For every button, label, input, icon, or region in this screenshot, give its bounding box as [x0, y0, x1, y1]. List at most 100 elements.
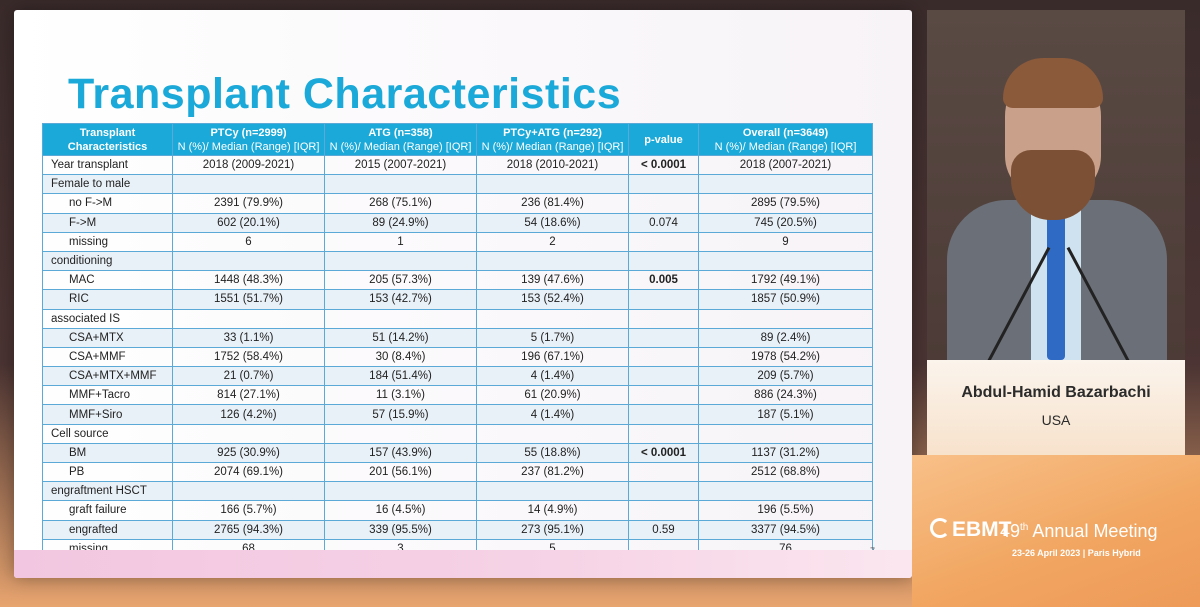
cell-overall: 187 (5.1%) — [698, 404, 873, 425]
cell-label: MMF+Tacro — [42, 385, 173, 406]
cell-label: Female to male — [42, 174, 173, 195]
cell-label: MAC — [42, 270, 173, 291]
cell-p — [628, 385, 699, 406]
table-row: RIC 1551 (51.7%) 153 (42.7%) 153 (52.4%) 185… — [42, 289, 873, 310]
cell-overall: 89 (2.4%) — [698, 327, 873, 348]
speaker-tie — [1047, 210, 1065, 360]
ebmt-logo: EBMT — [930, 518, 1012, 542]
cell-overall — [698, 423, 873, 444]
cell-overall: 2018 (2007-2021) — [698, 154, 873, 176]
speaker-name: Abdul-Hamid Bazarbachi — [961, 384, 1151, 401]
cell-p — [628, 461, 699, 483]
cell-overall: 2512 (68.8%) — [698, 461, 873, 483]
cell-ptcy-atg: 139 (47.6%) — [476, 270, 629, 291]
cell-label: PB — [42, 461, 173, 483]
cell-ptcy: 1551 (51.7%) — [172, 289, 325, 310]
cell-ptcy: 925 (30.9%) — [172, 442, 325, 464]
cell-ptcy: 1448 (48.3%) — [172, 270, 325, 291]
header-overall: Overall (n=3649) N (%)/ Median (Range) [… — [698, 123, 873, 156]
table-row: no F->M 2391 (79.9%) 268 (75.1%) 236 (81.4%… — [42, 193, 873, 214]
table-row: missing 6 1 2 9 — [42, 231, 873, 252]
header-ptcy: PTCy (n=2999) N (%)/ Median (Range) [IQR… — [172, 123, 325, 156]
table-row: MMF+Tacro 814 (27.1%) 11 (3.1%) 61 (20.9%) 8… — [42, 385, 873, 406]
speaker-beard — [1011, 150, 1095, 220]
header-ptcy-atg: PTCy+ATG (n=292) N (%)/ Median (Range) [… — [476, 123, 629, 156]
cell-p — [628, 500, 699, 521]
cell-ptcy-atg: 54 (18.6%) — [476, 212, 629, 233]
presentation-slide: Transplant Characteristics Transplant Ch… — [14, 10, 912, 578]
cell-label: conditioning — [42, 250, 173, 272]
cell-ptcy: 2074 (69.1%) — [172, 461, 325, 483]
cell-ptcy-atg: 2018 (2010-2021) — [476, 154, 629, 176]
cell-atg: 153 (42.7%) — [324, 289, 477, 310]
cell-p — [628, 346, 699, 368]
cell-atg: 268 (75.1%) — [324, 193, 477, 214]
table-row: Female to male — [42, 174, 873, 195]
cell-label: MMF+Siro — [42, 404, 173, 425]
cell-atg: 1 — [324, 231, 477, 252]
cell-overall: 1857 (50.9%) — [698, 289, 873, 310]
cell-p — [628, 250, 699, 272]
cell-label: Year transplant — [42, 154, 173, 176]
table-header-row: Transplant Characteristics PTCy (n=2999)… — [42, 123, 873, 156]
cell-ptcy: 602 (20.1%) — [172, 212, 325, 233]
cell-ptcy-atg: 236 (81.4%) — [476, 193, 629, 214]
cell-overall: 745 (20.5%) — [698, 212, 873, 233]
cell-ptcy-atg: 14 (4.9%) — [476, 500, 629, 521]
meeting-title: 49th Annual Meeting — [1000, 521, 1158, 541]
slide-title: Transplant Characteristics — [68, 70, 622, 118]
cell-atg: 201 (56.1%) — [324, 461, 477, 483]
cell-atg — [324, 308, 477, 329]
speaker-hair — [1003, 58, 1103, 108]
cell-ptcy — [172, 250, 325, 272]
table-row: BM 925 (30.9%) 157 (43.9%) 55 (18.8%) < 0.00… — [42, 442, 873, 464]
cell-label: RIC — [42, 289, 173, 310]
cell-atg: 205 (57.3%) — [324, 270, 477, 291]
table-row: engrafted 2765 (94.3%) 339 (95.5%) 273 (95.… — [42, 519, 873, 540]
cell-atg — [324, 250, 477, 272]
cell-label: engrafted — [42, 519, 173, 540]
cell-ptcy-atg: 237 (81.2%) — [476, 461, 629, 483]
cell-p — [628, 289, 699, 310]
table-row: graft failure 166 (5.7%) 16 (4.5%) 14 (4.9%… — [42, 500, 873, 521]
slide-bottom-band — [14, 550, 912, 578]
cell-overall: 1137 (31.2%) — [698, 442, 873, 464]
cell-label: BM — [42, 442, 173, 464]
table-row: CSA+MTX 33 (1.1%) 51 (14.2%) 5 (1.7%) 89 (2.… — [42, 327, 873, 348]
cell-ptcy-atg — [476, 423, 629, 444]
cell-overall: 1978 (54.2%) — [698, 346, 873, 368]
cell-label: CSA+MTX+MMF — [42, 366, 173, 387]
table-row: MAC 1448 (48.3%) 205 (57.3%) 139 (47.6%) 0.0… — [42, 270, 873, 291]
cell-ptcy: 6 — [172, 231, 325, 252]
cell-label: missing — [42, 231, 173, 252]
speaker-country: USA — [1041, 412, 1071, 428]
cell-atg: 89 (24.9%) — [324, 212, 477, 233]
cell-atg — [324, 174, 477, 195]
transplant-characteristics-table: Transplant Characteristics PTCy (n=2999)… — [42, 123, 873, 559]
cell-p — [628, 481, 699, 502]
cell-ptcy-atg: 5 (1.7%) — [476, 327, 629, 348]
table-row: conditioning — [42, 250, 873, 272]
cell-overall — [698, 308, 873, 329]
cell-p — [628, 366, 699, 387]
cell-ptcy-atg: 153 (52.4%) — [476, 289, 629, 310]
cell-atg: 184 (51.4%) — [324, 366, 477, 387]
cell-p — [628, 423, 699, 444]
cell-label: Cell source — [42, 423, 173, 444]
cell-atg — [324, 481, 477, 502]
cell-p — [628, 308, 699, 329]
cell-ptcy-atg: 273 (95.1%) — [476, 519, 629, 540]
cell-ptcy-atg: 196 (67.1%) — [476, 346, 629, 368]
cell-label: associated IS — [42, 308, 173, 329]
cell-atg: 51 (14.2%) — [324, 327, 477, 348]
cell-atg: 157 (43.9%) — [324, 442, 477, 464]
cell-ptcy: 126 (4.2%) — [172, 404, 325, 425]
cell-ptcy-atg: 61 (20.9%) — [476, 385, 629, 406]
cell-p — [628, 404, 699, 425]
table-row: CSA+MTX+MMF 21 (0.7%) 184 (51.4%) 4 (1.4%) 2… — [42, 366, 873, 387]
cell-p: < 0.0001 — [628, 154, 699, 176]
cell-overall: 886 (24.3%) — [698, 385, 873, 406]
cell-label: CSA+MMF — [42, 346, 173, 368]
cell-atg: 30 (8.4%) — [324, 346, 477, 368]
cell-overall: 1792 (49.1%) — [698, 270, 873, 291]
